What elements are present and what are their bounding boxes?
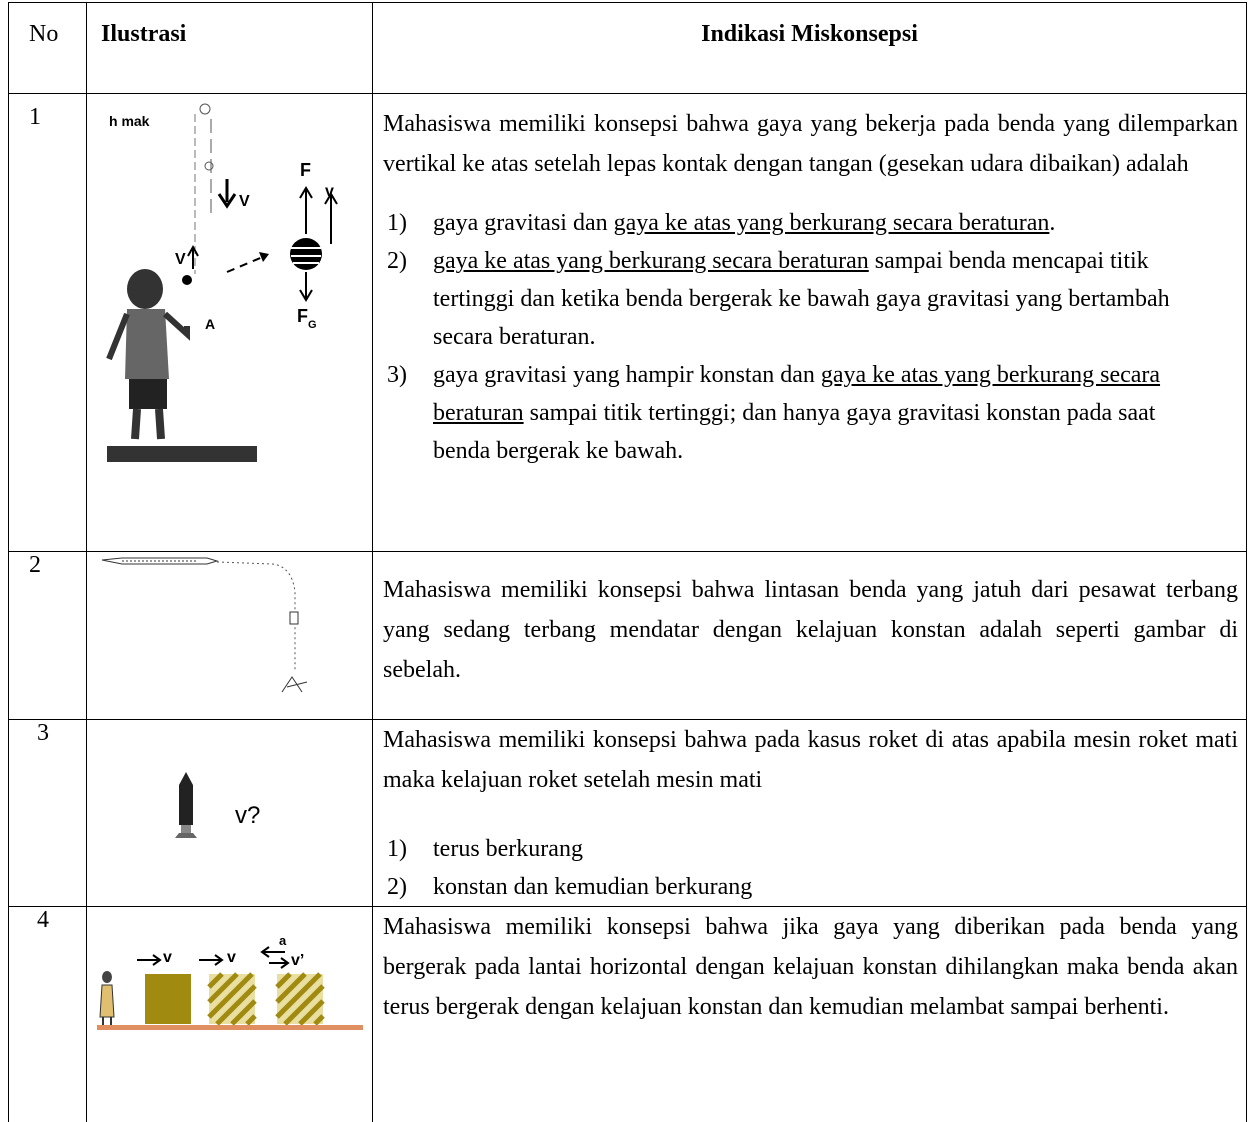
label: A [205, 316, 215, 332]
label: G [308, 319, 317, 331]
illustration: h mak V V A F v F G [87, 94, 373, 552]
row-number: 3 [9, 720, 87, 907]
item-text: gaya ke atas yang berkurang secara berat… [433, 242, 1186, 356]
item-text: gaya gravitasi yang hampir konstan dan g… [433, 356, 1186, 470]
item-marker: 1) [373, 830, 433, 868]
paragraph: Mahasiswa memiliki konsepsi bahwa jika g… [373, 907, 1246, 1027]
item-marker: 2) [373, 868, 433, 906]
list-item: 2)gaya ke atas yang berkurang secara ber… [373, 242, 1246, 356]
underlined-text: gaya ke atas yang berkurang secara berat… [433, 248, 869, 274]
row-number: 1 [9, 94, 87, 552]
item-text: gaya gravitasi dan gaya ke atas yang ber… [433, 204, 1055, 242]
text: konstan dan kemudian berkurang [433, 874, 752, 900]
item-marker: 1) [373, 204, 433, 242]
list-item: 3)gaya gravitasi yang hampir konstan dan… [373, 356, 1246, 470]
text: gaya gravitasi yang hampir konstan dan [433, 362, 821, 388]
row: 1 h mak V V A F v F G [9, 94, 1247, 552]
underlined-text: gaya ke atas yang berkurang secara berat… [614, 210, 1050, 236]
list-item: 1)terus berkurang [373, 830, 1246, 868]
list-item: 1)gaya gravitasi dan gaya ke atas yang b… [373, 204, 1246, 242]
label: V [239, 193, 250, 210]
list-item: 2)konstan dan kemudian berkurang [373, 868, 1246, 906]
paragraph: Mahasiswa memiliki konsepsi bahwa pada k… [373, 720, 1246, 800]
label: v [163, 949, 172, 966]
description: Mahasiswa memiliki konsepsi bahwa jika g… [373, 907, 1247, 1122]
header-cell: No [9, 3, 87, 94]
description: Mahasiswa memiliki konsepsi bahwa lintas… [373, 552, 1247, 720]
item-marker: 2) [373, 242, 433, 356]
header-cell: Ilustrasi [87, 3, 373, 94]
item-list: 1)gaya gravitasi dan gaya ke atas yang b… [373, 204, 1246, 470]
label: v? [235, 802, 260, 829]
row: 3 v? Mahasiswa memiliki konsepsi bahwa p… [9, 720, 1247, 907]
illustration: v? [87, 720, 373, 907]
item-text: konstan dan kemudian berkurang [433, 868, 752, 906]
plane-illustration [87, 552, 373, 712]
illustration [87, 552, 373, 720]
description: Mahasiswa memiliki konsepsi bahwa pada k… [373, 720, 1247, 907]
description: Mahasiswa memiliki konsepsi bahwa gaya y… [373, 94, 1247, 552]
label: F [300, 160, 311, 180]
page: No Ilustrasi Indikasi Miskonsepsi 1 h ma… [0, 0, 1253, 1066]
label: F [297, 306, 308, 326]
row: 2 Mahasiswa memiliki konsepsi bahwa lint… [9, 552, 1247, 720]
row: 4 v v a v’ Mahasiswa memiliki konsepsi b… [9, 907, 1247, 1122]
text: gaya gravitasi dan [433, 210, 614, 236]
label: V [175, 251, 186, 268]
misconception-table: No Ilustrasi Indikasi Miskonsepsi 1 h ma… [8, 2, 1247, 1122]
label: h mak [109, 113, 150, 129]
rocket-illustration: v? [87, 720, 373, 885]
label: v’ [291, 952, 304, 969]
item-text: terus berkurang [433, 830, 583, 868]
label: a [279, 933, 287, 948]
item-marker: 3) [373, 356, 433, 470]
illustration: v v a v’ [87, 907, 373, 1122]
paragraph: Mahasiswa memiliki konsepsi bahwa lintas… [373, 570, 1246, 690]
header-row: No Ilustrasi Indikasi Miskonsepsi [9, 3, 1247, 94]
text: sampai titik tertinggi; dan hanya gaya g… [433, 400, 1155, 464]
throw-illustration: h mak V V A F v F G [87, 94, 373, 544]
block-illustration: v v a v’ [87, 907, 373, 1115]
label: v [227, 949, 236, 966]
row-number: 4 [9, 907, 87, 1122]
header-cell: Indikasi Miskonsepsi [373, 3, 1247, 94]
row-number: 2 [9, 552, 87, 720]
text: . [1049, 210, 1055, 236]
paragraph: Mahasiswa memiliki konsepsi bahwa gaya y… [373, 104, 1246, 184]
text: terus berkurang [433, 836, 583, 862]
